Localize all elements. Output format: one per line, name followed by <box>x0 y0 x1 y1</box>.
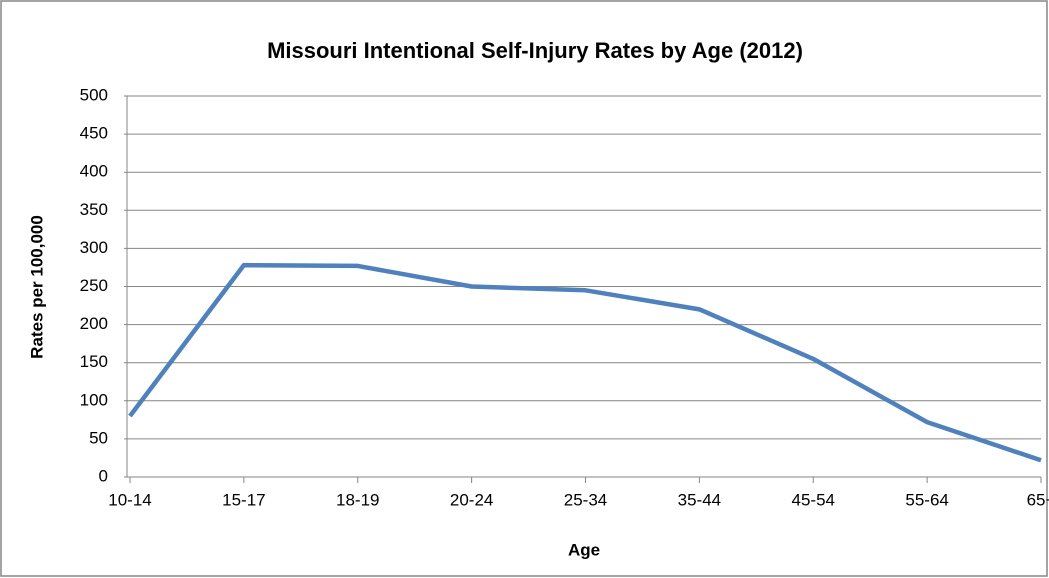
y-tick-label: 300 <box>80 238 108 257</box>
y-tick-label: 0 <box>99 466 108 485</box>
y-tick-label: 450 <box>80 124 108 143</box>
y-tick-label: 100 <box>80 390 108 409</box>
y-tick-label: 500 <box>80 85 108 104</box>
x-tick-label: 55-64 <box>905 490 948 509</box>
x-tick-label: 45-54 <box>792 490 835 509</box>
x-tick-label: 20-24 <box>450 490 493 509</box>
y-axis-label: Rates per 100,000 <box>27 215 46 359</box>
x-tick-label: 25-34 <box>564 490 607 509</box>
y-tick-label: 200 <box>80 314 108 333</box>
x-tick-label: 10-14 <box>108 490 151 509</box>
y-tick-label: 400 <box>80 162 108 181</box>
x-axis-label: Age <box>568 540 600 559</box>
y-tick-label: 350 <box>80 200 108 219</box>
x-tick-label: 65+ <box>1027 490 1049 509</box>
x-tick-label: 18-19 <box>336 490 379 509</box>
y-tick-label: 150 <box>80 352 108 371</box>
y-tick-label: 50 <box>89 428 108 447</box>
y-tick-label: 250 <box>80 276 108 295</box>
data-line <box>128 262 1042 463</box>
x-tick-label: 15-17 <box>222 490 265 509</box>
x-tick-label: 35-44 <box>678 490 721 509</box>
chart-title: Missouri Intentional Self-Injury Rates b… <box>267 38 803 63</box>
